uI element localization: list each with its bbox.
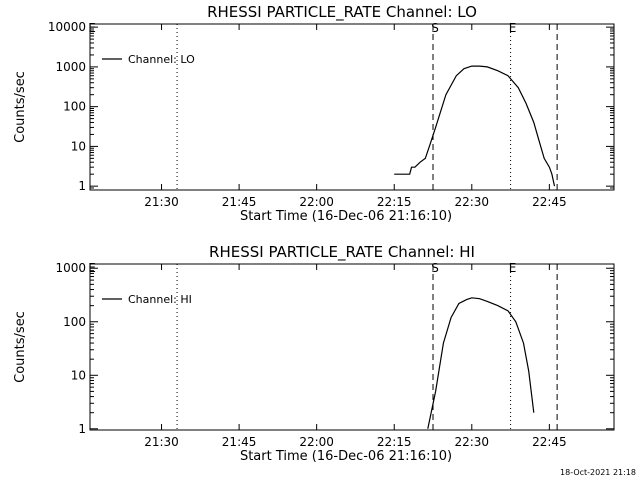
x-tick-label: 21:30 <box>144 435 179 449</box>
event-marker-label: S <box>431 21 439 35</box>
footer-timestamp: 18-Oct-2021 21:18 <box>560 468 636 477</box>
legend-label: Channel: HI <box>128 293 192 306</box>
event-marker-label: E <box>88 261 96 275</box>
y-tick-label: 1 <box>78 422 86 436</box>
y-tick-label: 10000 <box>48 20 86 34</box>
y-tick-label: 10 <box>71 368 86 382</box>
x-tick-label: 22:15 <box>377 195 412 209</box>
series-line <box>427 297 535 429</box>
legend-label: Channel: LO <box>128 53 195 66</box>
x-tick-label: 22:45 <box>532 435 567 449</box>
x-axis-label: Start Time (16-Dec-06 21:16:10) <box>240 449 452 464</box>
x-axis-label: Start Time (16-Dec-06 21:16:10) <box>240 209 452 224</box>
x-tick-label: 22:00 <box>299 195 334 209</box>
y-tick-label: 1000 <box>55 261 86 275</box>
y-tick-label: 10 <box>71 139 86 153</box>
event-marker-label: E <box>509 21 517 35</box>
series-line <box>394 65 556 187</box>
x-tick-label: 21:45 <box>222 435 257 449</box>
x-tick-label: 22:15 <box>377 435 412 449</box>
y-tick-label: 1 <box>78 179 86 193</box>
x-tick-label: 22:45 <box>532 195 567 209</box>
event-marker-label: E <box>509 261 517 275</box>
plot-frame <box>89 23 615 191</box>
panel-lo: RHESSI PARTICLE_RATE Channel: LO 21:30 21:… <box>13 3 615 224</box>
event-marker-label: S <box>431 261 439 275</box>
x-tick-label: 22:00 <box>299 435 334 449</box>
y-tick-label: 1000 <box>55 60 86 74</box>
x-tick-label: 21:30 <box>144 195 179 209</box>
event-marker-label: E <box>88 21 96 35</box>
y-axis-label: Counts/sec <box>13 311 28 383</box>
x-tick-label: 21:45 <box>222 195 257 209</box>
y-tick-label: 100 <box>63 315 86 329</box>
y-axis-label: Counts/sec <box>13 71 28 143</box>
y-tick-label: 100 <box>63 100 86 114</box>
x-tick-label: 22:30 <box>454 195 489 209</box>
x-tick-label: 22:30 <box>454 435 489 449</box>
panel-hi: RHESSI PARTICLE_RATE Channel: HI 21:30 21:… <box>13 243 615 464</box>
chart-title: RHESSI PARTICLE_RATE Channel: HI <box>209 243 475 262</box>
plot-frame <box>89 263 615 431</box>
chart-title: RHESSI PARTICLE_RATE Channel: LO <box>207 3 477 22</box>
